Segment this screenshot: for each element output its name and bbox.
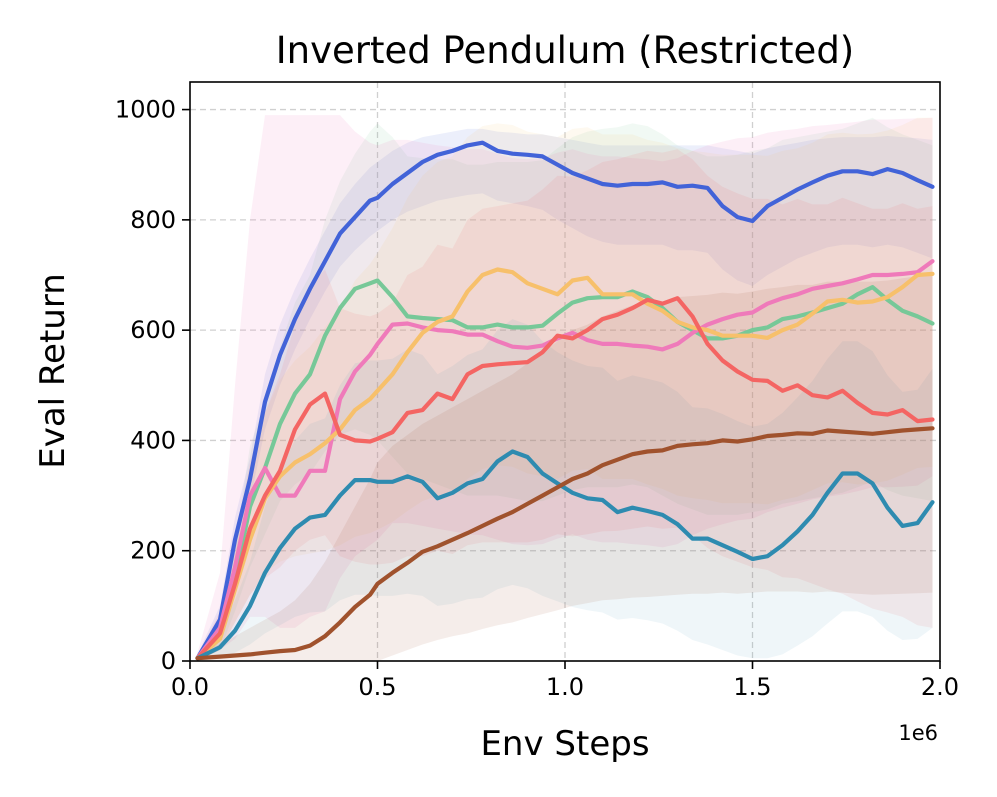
series-4-band (197, 117, 933, 662)
chart-title: Inverted Pendulum (Restricted) (276, 29, 855, 72)
series-2-band (197, 117, 933, 662)
plot-area (195, 115, 935, 662)
x-axis-label: Env Steps (480, 724, 649, 764)
x-tick-label: 1.0 (546, 673, 584, 701)
series-6-line (195, 449, 935, 661)
series-3-band (197, 115, 933, 662)
series-7-band (197, 273, 933, 661)
x-tick-label: 0.5 (358, 673, 396, 701)
y-tick-label: 400 (130, 426, 176, 454)
series-5-line (195, 296, 935, 661)
series-7-line (195, 426, 935, 661)
y-tick-label: 1000 (115, 96, 176, 124)
y-axis: 0 200 400 600 800 1000 (115, 96, 190, 675)
y-tick-label: 200 (130, 537, 176, 565)
x-tick-label: 1.5 (733, 673, 771, 701)
y-tick-label: 800 (130, 206, 176, 234)
series-1-line (195, 140, 935, 661)
series-5-band (197, 149, 933, 662)
series-1-band (197, 128, 933, 661)
y-tick-label: 0 (161, 647, 176, 675)
x-axis: 0.0 0.5 1.0 1.5 2.0 (171, 661, 959, 701)
series-4-line (195, 267, 935, 661)
x-axis-offset-label: 1e6 (898, 721, 938, 745)
x-tick-label: 0.0 (171, 673, 209, 701)
y-axis-label: Eval Return (33, 273, 73, 469)
x-tick-label: 2.0 (921, 673, 959, 701)
grid-lines (190, 82, 940, 661)
y-tick-label: 600 (130, 316, 176, 344)
